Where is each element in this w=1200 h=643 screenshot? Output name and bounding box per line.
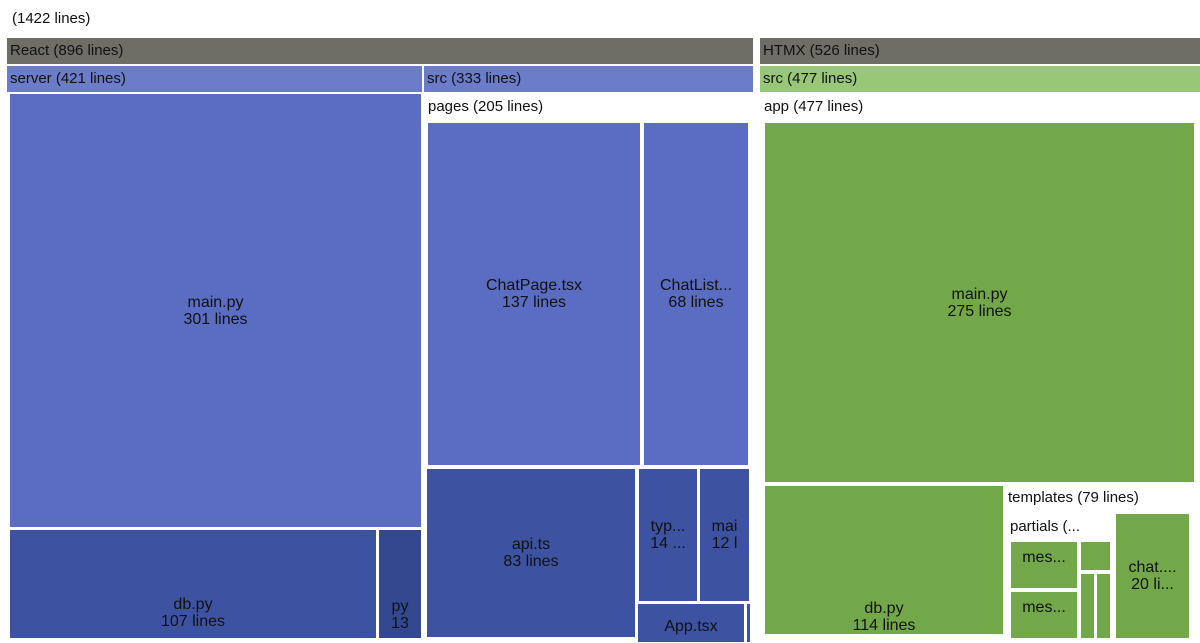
dir-header-react-src[interactable]: src (333 lines) bbox=[424, 66, 753, 92]
file-tile-react-src-pages-chatpage-tsx[interactable]: ChatPage.tsx 137 lines bbox=[427, 122, 641, 466]
file-tile-label: chat.... 20 li... bbox=[1128, 559, 1177, 593]
partials-small-tile-c[interactable] bbox=[1096, 573, 1111, 639]
file-tile-react-server-db-py[interactable]: db.py 107 lines bbox=[9, 529, 377, 639]
file-tile-label: App.tsx bbox=[664, 618, 718, 635]
file-tile-react-server-py[interactable]: py 13 bbox=[378, 529, 422, 639]
file-tile-label: mes... bbox=[1022, 599, 1066, 616]
partials-small-tile-b[interactable] bbox=[1080, 573, 1095, 639]
file-tile-htmx-src-app-templates-chat[interactable]: chat.... 20 li... bbox=[1115, 513, 1190, 639]
file-tile-label: ChatList... 68 lines bbox=[659, 277, 733, 311]
react-small-tile[interactable] bbox=[746, 603, 751, 643]
file-tile-react-src-mai[interactable]: mai 12 l bbox=[699, 468, 750, 602]
file-tile-htmx-src-app-main-py[interactable]: main.py 275 lines bbox=[764, 122, 1195, 483]
file-tile-label: db.py 114 lines bbox=[852, 600, 916, 634]
file-tile-label: ChatPage.tsx 137 lines bbox=[485, 277, 583, 311]
dir-label-htmx-src-app-templates-partials: partials (... bbox=[1010, 518, 1081, 535]
file-tile-label: main.py 275 lines bbox=[947, 285, 1012, 320]
dir-label-react-src-pages: pages (205 lines) bbox=[428, 98, 544, 115]
file-tile-react-src-api-ts[interactable]: api.ts 83 lines bbox=[426, 468, 636, 638]
file-tile-label: mai 12 l bbox=[711, 518, 738, 552]
treemap-root-title: (1422 lines) bbox=[12, 10, 91, 27]
dir-label-htmx-src-app-templates: templates (79 lines) bbox=[1008, 489, 1139, 506]
partials-small-tile-a[interactable] bbox=[1080, 541, 1111, 571]
dir-header-react[interactable]: React (896 lines) bbox=[7, 38, 753, 64]
dir-header-htmx[interactable]: HTMX (526 lines) bbox=[760, 38, 1200, 64]
file-tile-react-server-main-py[interactable]: main.py 301 lines bbox=[9, 93, 422, 528]
file-tile-react-src-app-tsx[interactable]: App.tsx bbox=[637, 603, 745, 643]
file-tile-react-src-pages-chatlist[interactable]: ChatList... 68 lines bbox=[643, 122, 749, 466]
file-tile-htmx-src-app-templates-partials-mes1[interactable]: mes... bbox=[1010, 541, 1078, 589]
file-tile-react-src-typ[interactable]: typ... 14 ... bbox=[638, 468, 698, 602]
file-tile-label: db.py 107 lines bbox=[160, 596, 226, 630]
file-tile-label: mes... bbox=[1022, 549, 1066, 566]
file-tile-label: py 13 bbox=[391, 598, 409, 632]
file-tile-label: api.ts 83 lines bbox=[503, 536, 559, 570]
dir-label-htmx-src-app: app (477 lines) bbox=[764, 98, 864, 115]
file-tile-htmx-src-app-templates-partials-mes2[interactable]: mes... bbox=[1010, 591, 1078, 639]
file-tile-htmx-src-app-db-py[interactable]: db.py 114 lines bbox=[764, 485, 1004, 635]
file-tile-label: typ... 14 ... bbox=[650, 518, 686, 552]
dir-header-react-server[interactable]: server (421 lines) bbox=[7, 66, 422, 92]
file-tile-label: main.py 301 lines bbox=[183, 293, 248, 328]
dir-header-htmx-src[interactable]: src (477 lines) bbox=[760, 66, 1200, 92]
